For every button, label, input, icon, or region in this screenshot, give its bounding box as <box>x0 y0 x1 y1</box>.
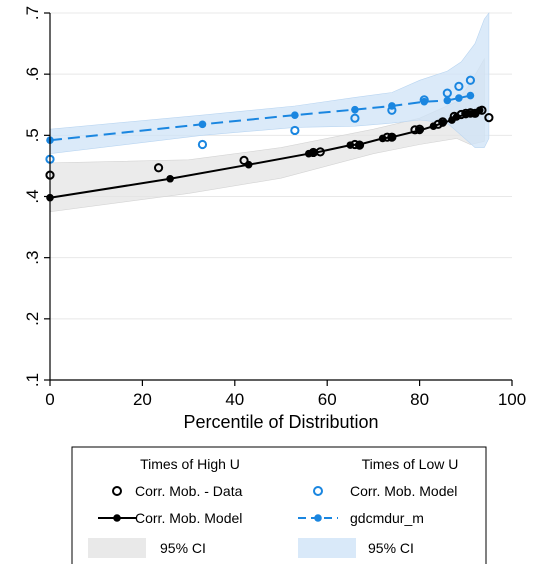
legend-marker-data-hollow <box>112 486 122 496</box>
data-point <box>388 102 396 110</box>
data-point <box>166 174 174 183</box>
data-point <box>346 141 355 149</box>
y-tick-label: .6 <box>23 67 42 81</box>
x-tick-label: 20 <box>133 390 152 409</box>
data-point <box>244 160 253 169</box>
data-point <box>153 163 164 173</box>
data-point <box>198 120 207 129</box>
y-tick-label: .4 <box>23 189 42 203</box>
data-point <box>388 133 396 141</box>
data-point <box>291 111 299 119</box>
legend-item-label: Corr. Mob. - Data <box>135 483 243 499</box>
x-tick-label: 40 <box>225 390 244 409</box>
legend-right-header: Times of Low U <box>362 456 459 472</box>
data-point <box>454 81 464 92</box>
data-point <box>378 134 387 143</box>
data-point <box>197 139 208 150</box>
data-point <box>452 113 461 121</box>
legend: Times of High U Times of Low U Corr. Mob… <box>71 446 487 564</box>
x-tick-label: 0 <box>45 390 54 409</box>
legend-item-label: Corr. Mob. Model <box>135 510 242 526</box>
ci-bands <box>49 12 490 213</box>
data-point <box>350 113 360 123</box>
data-point <box>415 126 424 135</box>
data-point <box>429 122 438 130</box>
y-tick-label: .5 <box>23 128 42 142</box>
legend-marker-low-hollow <box>313 486 323 496</box>
y-tick-label: .7 <box>23 6 42 20</box>
data-point <box>466 91 475 100</box>
data-point <box>455 94 463 102</box>
legend-item-label: 95% CI <box>368 540 414 556</box>
data-point <box>239 155 249 166</box>
data-point <box>355 140 364 149</box>
data-point <box>438 119 447 127</box>
data-point <box>351 105 359 114</box>
legend-swatch-ci-low <box>298 538 356 558</box>
x-axis-title: Percentile of Distribution <box>183 412 378 432</box>
tick-labels: 0 20 40 60 80 100 .1 .2 .3 .4 .5 .6 .7 <box>23 6 526 409</box>
data-point <box>443 96 452 105</box>
y-tick-label: .3 <box>23 251 42 265</box>
data-point <box>420 97 429 106</box>
legend-item-label: gdcmdur_m <box>350 510 424 526</box>
legend-left-header: Times of High U <box>140 456 240 472</box>
y-tick-label: .2 <box>23 312 42 326</box>
y-tick-label: .1 <box>23 373 42 387</box>
data-point <box>290 125 300 136</box>
x-tick-label: 80 <box>410 390 429 409</box>
x-tick-label: 60 <box>318 390 337 409</box>
data-point <box>475 106 484 115</box>
data-point <box>309 149 318 157</box>
ci-band <box>49 12 490 155</box>
data-point <box>465 75 476 85</box>
data-point <box>484 112 494 123</box>
legend-item-label: Corr. Mob. Model <box>350 483 457 499</box>
x-tick-label: 100 <box>498 390 526 409</box>
legend-marker-high-solid <box>113 514 121 522</box>
legend-item-label: 95% CI <box>160 540 206 556</box>
series-layer <box>45 75 494 202</box>
legend-marker-low-solid <box>314 514 322 522</box>
legend-swatch-ci-high <box>88 538 146 558</box>
